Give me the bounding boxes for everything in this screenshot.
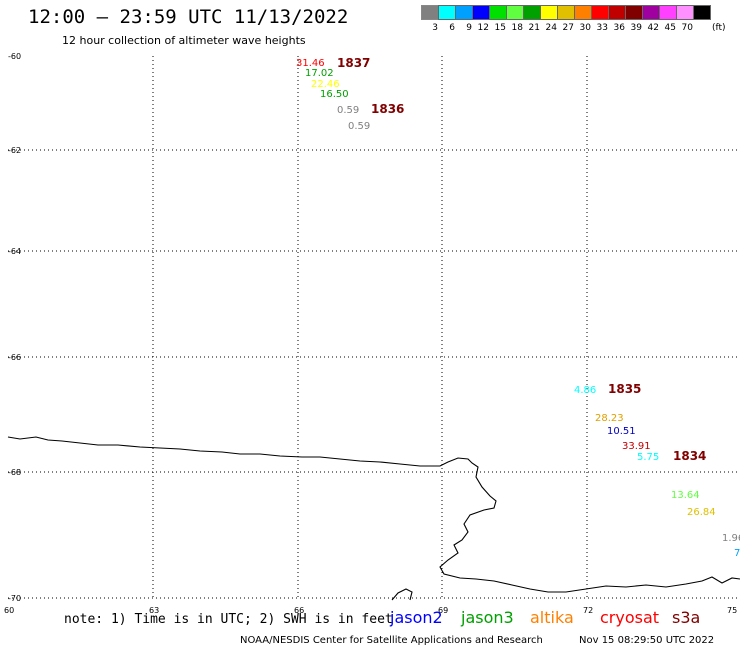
wave-height-obs: 31.46 bbox=[296, 58, 325, 69]
lat-label-64: -64 bbox=[8, 247, 21, 256]
lat-label-70: -70 bbox=[8, 594, 21, 603]
wave-height-obs: 33.91 bbox=[622, 441, 651, 452]
graticule bbox=[8, 56, 740, 600]
legend-unit: (ft) bbox=[712, 23, 726, 33]
pass-time-label: 1837 bbox=[337, 56, 370, 70]
lon-label-63: 63 bbox=[149, 606, 159, 615]
wave-height-obs: 10.51 bbox=[607, 426, 636, 437]
satellite-cryosat-label: cryosat bbox=[600, 608, 660, 627]
lon-label-66: 66 bbox=[294, 606, 304, 615]
lat-label-60: -60 bbox=[8, 52, 21, 61]
legend-label: 36 bbox=[613, 23, 625, 33]
credit-line: NOAA/NESDIS Center for Satellite Applica… bbox=[240, 635, 543, 646]
legend-label: 70 bbox=[681, 23, 693, 33]
wave-height-obs: 0.59 bbox=[337, 105, 359, 116]
lat-label-66: -66 bbox=[8, 353, 21, 362]
wave-height-obs: 17.02 bbox=[305, 68, 334, 79]
lon-label-75: 75 bbox=[727, 606, 737, 615]
legend-label: 21 bbox=[528, 23, 540, 33]
map-subtitle: 12 hour collection of altimeter wave hei… bbox=[62, 34, 306, 47]
legend-swatches bbox=[421, 5, 726, 20]
legend-label: 27 bbox=[562, 23, 574, 33]
legend-swatch bbox=[693, 5, 711, 20]
lat-label-62: -62 bbox=[8, 146, 21, 155]
generated-timestamp: Nov 15 08:29:50 UTC 2022 bbox=[579, 635, 715, 646]
legend-label: 18 bbox=[511, 23, 523, 33]
wave-height-obs: 13.64 bbox=[671, 490, 700, 501]
legend-label: 33 bbox=[596, 23, 608, 33]
lat-label-68: -68 bbox=[8, 468, 21, 477]
legend-label: 9 bbox=[466, 23, 472, 33]
satellite-altika-label: altika bbox=[530, 608, 574, 627]
wave-height-obs: 5.75 bbox=[637, 452, 659, 463]
lon-label-72: 72 bbox=[583, 606, 593, 615]
legend-label: 15 bbox=[494, 23, 506, 33]
antarctic-coastline bbox=[7, 436, 740, 601]
wave-height-obs: 4.86 bbox=[574, 385, 596, 396]
pass-time-label: 1835 bbox=[608, 382, 641, 396]
legend-label: 45 bbox=[664, 23, 676, 33]
wave-height-obs: 16.50 bbox=[320, 89, 349, 100]
wave-height-obs: 1.96 bbox=[722, 533, 740, 544]
legend-label: 6 bbox=[449, 23, 455, 33]
legend-labels: 3 6 9 12 15 18 21 24 27 30 33 36 39 42 45 70 (ft) bbox=[421, 23, 726, 33]
lon-label-69: 69 bbox=[438, 606, 448, 615]
wave-height-legend: 3 6 9 12 15 18 21 24 27 30 33 36 39 42 45 70 (ft) bbox=[421, 5, 726, 33]
legend-label: 42 bbox=[647, 23, 659, 33]
wave-height-obs: 22.46 bbox=[311, 79, 340, 90]
pass-time-label: 1834 bbox=[673, 449, 706, 463]
legend-label: 12 bbox=[477, 23, 489, 33]
map-title: 12:00 – 23:59 UTC 11/13/2022 bbox=[28, 6, 349, 28]
wave-height-obs: 26.84 bbox=[687, 507, 716, 518]
legend-label: 24 bbox=[545, 23, 557, 33]
legend-label: 3 bbox=[432, 23, 438, 33]
wave-height-obs: 28.23 bbox=[595, 413, 624, 424]
legend-label: 39 bbox=[630, 23, 642, 33]
satellite-jason3-label: jason3 bbox=[461, 608, 514, 627]
satellite-jason2-label: jason2 bbox=[390, 608, 443, 627]
pass-time-label: 1836 bbox=[371, 102, 404, 116]
units-note: note: 1) Time is in UTC; 2) SWH is in fe… bbox=[64, 612, 393, 627]
wave-height-obs: 7 bbox=[734, 548, 740, 559]
legend-label: 30 bbox=[579, 23, 591, 33]
satellite-s3a-label: s3a bbox=[672, 608, 701, 627]
lon-label-60: 60 bbox=[4, 606, 14, 615]
wave-height-obs: 0.59 bbox=[348, 121, 370, 132]
